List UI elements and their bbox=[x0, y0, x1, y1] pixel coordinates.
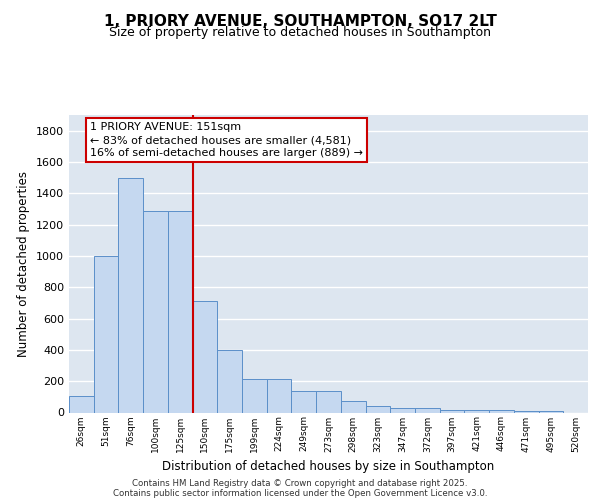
Bar bbox=[94, 256, 118, 412]
Bar bbox=[267, 379, 292, 412]
Bar bbox=[143, 210, 168, 412]
Bar bbox=[365, 406, 390, 412]
Bar bbox=[489, 410, 514, 412]
Y-axis label: Number of detached properties: Number of detached properties bbox=[17, 171, 31, 357]
Text: Contains public sector information licensed under the Open Government Licence v3: Contains public sector information licen… bbox=[113, 488, 487, 498]
Bar bbox=[316, 392, 341, 412]
Text: 1 PRIORY AVENUE: 151sqm
← 83% of detached houses are smaller (4,581)
16% of semi: 1 PRIORY AVENUE: 151sqm ← 83% of detache… bbox=[90, 122, 363, 158]
Bar bbox=[464, 410, 489, 412]
Text: Size of property relative to detached houses in Southampton: Size of property relative to detached ho… bbox=[109, 26, 491, 39]
Bar bbox=[217, 350, 242, 412]
Bar bbox=[118, 178, 143, 412]
Bar bbox=[193, 302, 217, 412]
Bar bbox=[539, 411, 563, 412]
Bar bbox=[168, 210, 193, 412]
Bar bbox=[341, 401, 365, 412]
Text: Contains HM Land Registry data © Crown copyright and database right 2025.: Contains HM Land Registry data © Crown c… bbox=[132, 478, 468, 488]
Bar bbox=[415, 408, 440, 412]
Bar bbox=[390, 408, 415, 412]
Bar bbox=[440, 410, 464, 412]
Text: 1, PRIORY AVENUE, SOUTHAMPTON, SO17 2LT: 1, PRIORY AVENUE, SOUTHAMPTON, SO17 2LT bbox=[104, 14, 496, 29]
Bar bbox=[514, 411, 539, 412]
Bar bbox=[242, 379, 267, 412]
X-axis label: Distribution of detached houses by size in Southampton: Distribution of detached houses by size … bbox=[163, 460, 494, 473]
Bar bbox=[69, 396, 94, 412]
Bar bbox=[292, 392, 316, 412]
